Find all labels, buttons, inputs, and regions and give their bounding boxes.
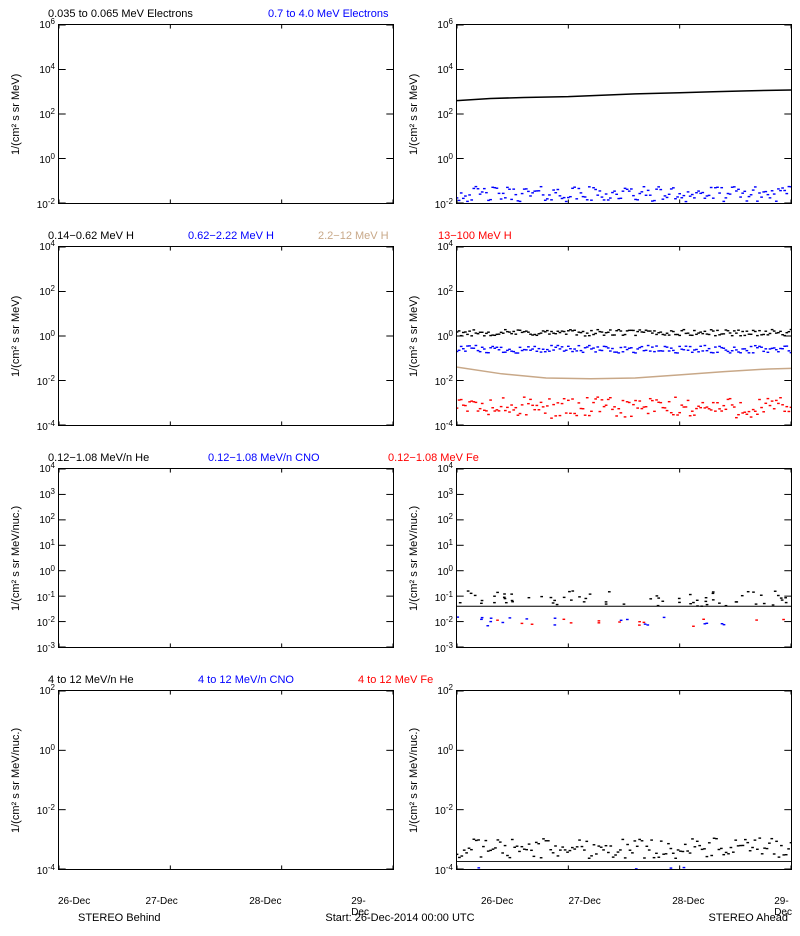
y-axis-label: 1/(cm² s sr MeV/nuc.) [8, 690, 24, 870]
y-axis-label: 1/(cm² s sr MeV/nuc.) [406, 690, 422, 870]
plot-area [58, 690, 394, 870]
panel-3-0: 1/(cm² s sr MeV/nuc.)10-410-2100102 [8, 690, 394, 870]
x-tick-label: 27-Dec [146, 896, 178, 907]
y-axis-label: 1/(cm² s sr MeV/nuc.) [406, 468, 422, 648]
x-ticks-row: 26-Dec27-Dec28-Dec29-Dec26-Dec27-Dec28-D… [8, 896, 792, 910]
left-instrument-label: STEREO Behind [78, 912, 161, 924]
legend-item: 4 to 12 MeV/n He [48, 674, 134, 686]
panel-1-1: 1/(cm² s sr MeV)10-410-2100102104 [406, 246, 792, 426]
y-axis-label: 1/(cm² s sr MeV) [8, 24, 24, 204]
y-axis-label: 1/(cm² s sr MeV) [8, 246, 24, 426]
panel-row-0: 1/(cm² s sr MeV)10-21001021041061/(cm² s… [8, 24, 792, 204]
panel-3-1: 1/(cm² s sr MeV/nuc.)10-410-2100102 [406, 690, 792, 870]
y-ticks: 10-2100102104106 [24, 24, 58, 204]
legend-item: 4 to 12 MeV/n CNO [198, 674, 294, 686]
y-ticks: 10-410-2100102 [24, 690, 58, 870]
figure-root: 0.035 to 0.065 MeV Electrons 0.7 to 4.0 M… [8, 8, 792, 928]
legend-item: 0.14−0.62 MeV H [48, 230, 134, 242]
plot-area [58, 468, 394, 648]
panel-2-0: 1/(cm² s sr MeV/nuc.)10-310-210-11001011… [8, 468, 394, 648]
right-instrument-label: STEREO Ahead [709, 912, 789, 924]
plot-area [58, 246, 394, 426]
x-tick-label: 26-Dec [58, 896, 90, 907]
legend-item: 0.12−1.08 MeV/n He [48, 452, 149, 464]
y-ticks: 10-310-210-1100101102103104 [422, 468, 456, 648]
y-ticks: 10-410-2100102 [422, 690, 456, 870]
bottom-labels: STEREO Behind Start: 26-Dec-2014 00:00 UT… [8, 912, 792, 928]
y-ticks: 10-410-2100102104 [24, 246, 58, 426]
y-axis-label: 1/(cm² s sr MeV/nuc.) [8, 468, 24, 648]
legend-item: 4 to 12 MeV Fe [358, 674, 433, 686]
legend-row-0: 0.035 to 0.065 MeV Electrons 0.7 to 4.0 M… [8, 8, 792, 24]
panel-2-1: 1/(cm² s sr MeV/nuc.)10-310-210-11001011… [406, 468, 792, 648]
x-tick-label: 28-Dec [249, 896, 281, 907]
legend-item: 2.2−12 MeV H [318, 230, 389, 242]
legend-item: 0.035 to 0.065 MeV Electrons [48, 8, 193, 20]
legend-item: 0.12−1.08 MeV/n CNO [208, 452, 320, 464]
y-ticks: 10-310-210-1100101102103104 [24, 468, 58, 648]
y-ticks: 10-2100102104106 [422, 24, 456, 204]
panel-row-2: 1/(cm² s sr MeV/nuc.)10-310-210-11001011… [8, 468, 792, 648]
panel-row-3: 1/(cm² s sr MeV/nuc.)10-410-21001021/(cm… [8, 690, 792, 870]
legend-row-2: 0.12−1.08 MeV/n He 0.12−1.08 MeV/n CNO 0.1… [8, 452, 792, 468]
panel-0-1: 1/(cm² s sr MeV)10-2100102104106 [406, 24, 792, 204]
legend-item: 0.7 to 4.0 MeV Electrons [268, 8, 388, 20]
plot-area [456, 246, 792, 426]
y-ticks: 10-410-2100102104 [422, 246, 456, 426]
y-axis-label: 1/(cm² s sr MeV) [406, 246, 422, 426]
legend-item: 0.12−1.08 MeV Fe [388, 452, 479, 464]
legend-row-3: 4 to 12 MeV/n He 4 to 12 MeV/n CNO 4 to 12… [8, 674, 792, 690]
panel-0-0: 1/(cm² s sr MeV)10-2100102104106 [8, 24, 394, 204]
x-tick-label: 26-Dec [481, 896, 513, 907]
x-ticks: 26-Dec27-Dec28-Dec29-Dec [481, 896, 792, 910]
plot-area [456, 24, 792, 204]
panel-1-0: 1/(cm² s sr MeV)10-410-2100102104 [8, 246, 394, 426]
legend-row-1: 0.14−0.62 MeV H 0.62−2.22 MeV H 2.2−12 MeV… [8, 230, 792, 246]
x-tick-label: 28-Dec [672, 896, 704, 907]
start-time-label: Start: 26-Dec-2014 00:00 UTC [325, 912, 474, 924]
y-axis-label: 1/(cm² s sr MeV) [406, 24, 422, 204]
plot-area [456, 690, 792, 870]
plot-area [58, 24, 394, 204]
x-ticks: 26-Dec27-Dec28-Dec29-Dec [58, 896, 369, 910]
legend-item: 0.62−2.22 MeV H [188, 230, 274, 242]
x-tick-label: 27-Dec [569, 896, 601, 907]
plot-area [456, 468, 792, 648]
panel-row-1: 1/(cm² s sr MeV)10-410-21001021041/(cm² … [8, 246, 792, 426]
